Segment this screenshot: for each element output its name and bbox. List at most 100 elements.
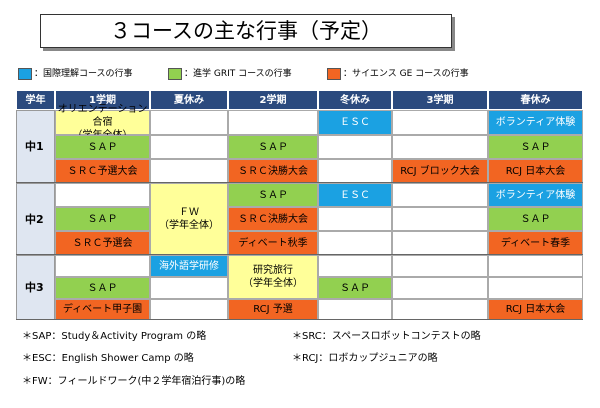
cell-text: ディベート春季 xyxy=(500,237,571,249)
empty-cell xyxy=(318,135,392,159)
event-cell: RCJ 日本大会 xyxy=(488,299,583,320)
cell-text: ＥＳＣ xyxy=(340,189,370,201)
empty-cell xyxy=(150,299,228,320)
legend-label: ：サイエンス GE コースの行事 xyxy=(343,69,469,79)
event-cell: ボランティア体験 xyxy=(488,110,583,135)
event-cell: ＳＲＣ予選会 xyxy=(55,231,150,255)
event-cell: ＳＲＣ予選大会 xyxy=(55,159,150,183)
note: ＊FW：フィールドワーク(中２学年宿泊行事)の略 xyxy=(22,376,246,387)
empty-cell xyxy=(150,277,228,299)
empty-cell xyxy=(392,135,488,159)
cell-text: ＳＲＣ予選会 xyxy=(72,237,133,249)
title: ３コースの主な行事（予定） xyxy=(40,14,452,48)
event-cell: ＥＳＣ xyxy=(318,183,392,207)
grade-cell: 中2 xyxy=(16,183,55,255)
empty-cell xyxy=(150,159,228,183)
legend-label: ：進学 GRIT コースの行事 xyxy=(184,69,292,79)
cell-text: ＥＳＣ xyxy=(340,117,370,128)
cell-text: RCJ 日本大会 xyxy=(505,165,566,177)
event-cell: 海外語学研修 xyxy=(150,255,228,277)
cell-text: ボランティア体験 xyxy=(495,189,576,201)
cell-text: ＳＲＣ決勝大会 xyxy=(238,165,308,177)
cell-text: ＳＡＰ xyxy=(258,141,288,153)
empty-cell xyxy=(55,255,150,277)
event-cell: オリエンテーション合宿（学年全体） xyxy=(55,104,150,141)
event-cell: ＳＡＰ xyxy=(488,207,583,231)
legend-swatch xyxy=(18,68,32,80)
empty-cell xyxy=(318,299,392,320)
event-cell: 研究旅行 （学年全体） xyxy=(228,255,318,299)
note: ＊SAP：Study＆Activity Program の略 xyxy=(22,331,207,342)
empty-cell xyxy=(488,277,583,299)
empty-cell xyxy=(150,110,228,135)
header-cell: 1学期 xyxy=(55,90,150,110)
empty-cell xyxy=(318,255,392,277)
event-cell: ＦＷ （学年全体） xyxy=(150,183,228,255)
cell-text: ＦＷ xyxy=(179,207,199,218)
empty-cell xyxy=(392,207,488,231)
event-cell: ＳＡＰ xyxy=(55,207,150,231)
cell-text: オリエンテーション合宿 xyxy=(57,104,148,128)
empty-cell xyxy=(318,207,392,231)
event-cell: ＳＡＰ xyxy=(488,135,583,159)
header-cell: 夏休み xyxy=(150,90,228,110)
empty-cell xyxy=(488,255,583,277)
cell-text: ＳＡＰ xyxy=(258,189,288,201)
empty-cell xyxy=(318,231,392,255)
event-cell: ＥＳＣ xyxy=(318,110,392,135)
grade-cell: 中3 xyxy=(16,255,55,320)
note: ＊SRC：スペースロボットコンテストの略 xyxy=(292,331,481,342)
empty-cell xyxy=(392,110,488,135)
cell-text: ＳＡＰ xyxy=(87,282,118,294)
note: ＊ESC：English Shower Camp の略 xyxy=(22,353,194,364)
event-cell: ＳＲＣ決勝大会 xyxy=(228,159,318,183)
cell-text: RCJ 予選 xyxy=(253,304,293,315)
row-separator xyxy=(16,254,583,255)
legend-label: ：国際理解コースの行事 xyxy=(34,69,133,79)
cell-text: ＳＲＣ決勝大会 xyxy=(238,213,308,225)
note: ＊RCJ：ロボカップジュニアの略 xyxy=(292,353,438,364)
cell-text: 海外語学研修 xyxy=(159,260,219,272)
event-cell: ディベート秋季 xyxy=(228,231,318,255)
legend-swatch xyxy=(168,68,182,80)
header-cell: 学年 xyxy=(16,90,55,110)
legend-swatch xyxy=(327,68,341,80)
cell-text: （学年全体） xyxy=(243,278,303,289)
empty-cell xyxy=(392,299,488,320)
event-cell: ディベート甲子園 xyxy=(55,299,150,320)
cell-text: RCJ 日本大会 xyxy=(505,304,566,315)
empty-cell xyxy=(392,183,488,207)
header-cell: 冬休み xyxy=(318,90,392,110)
event-cell: ＳＡＰ xyxy=(318,277,392,299)
event-cell: ディベート春季 xyxy=(488,231,583,255)
cell-text: ＳＡＰ xyxy=(520,141,551,153)
empty-cell xyxy=(228,110,318,135)
event-cell: ＳＡＰ xyxy=(55,135,150,159)
header-cell: 3学期 xyxy=(392,90,488,110)
row-separator xyxy=(16,182,583,183)
cell-text: 研究旅行 xyxy=(253,265,293,276)
event-cell: RCJ ブロック大会 xyxy=(392,159,488,183)
event-cell: ＳＲＣ決勝大会 xyxy=(228,207,318,231)
empty-cell xyxy=(55,183,150,207)
cell-text: ＳＡＰ xyxy=(520,213,551,225)
event-cell: ボランティア体験 xyxy=(488,183,583,207)
empty-cell xyxy=(318,159,392,183)
event-cell: ＳＡＰ xyxy=(228,183,318,207)
cell-text: ＳＲＣ予選大会 xyxy=(67,165,138,177)
header-cell: 春休み xyxy=(488,90,583,110)
event-cell: ＳＡＰ xyxy=(55,277,150,299)
cell-text: ボランティア体験 xyxy=(495,117,576,128)
cell-text: ＳＡＰ xyxy=(87,213,118,225)
cell-text: ディベート甲子園 xyxy=(62,304,143,315)
cell-text: ディベート秋季 xyxy=(238,237,308,249)
empty-cell xyxy=(392,277,488,299)
header-cell: 2学期 xyxy=(228,90,318,110)
event-cell: ＳＡＰ xyxy=(228,135,318,159)
event-cell: RCJ 予選 xyxy=(228,299,318,320)
event-cell: RCJ 日本大会 xyxy=(488,159,583,183)
empty-cell xyxy=(150,135,228,159)
cell-text: ＳＡＰ xyxy=(340,282,370,294)
empty-cell xyxy=(392,231,488,255)
empty-cell xyxy=(392,255,488,277)
